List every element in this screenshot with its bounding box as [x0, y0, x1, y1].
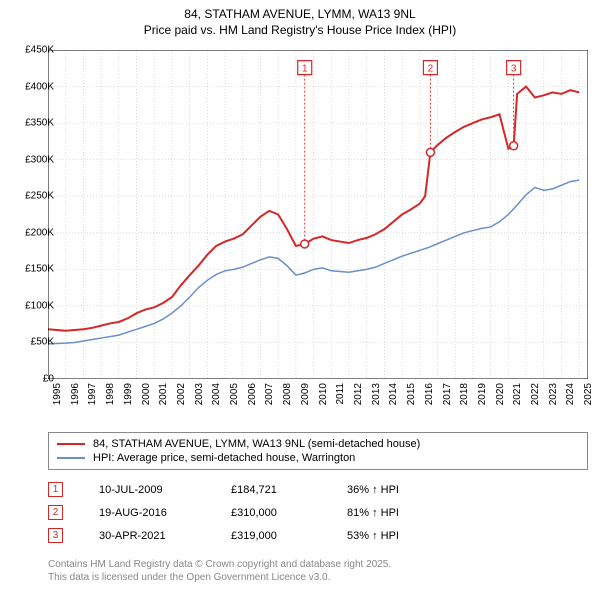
- marker-badge: 2: [48, 505, 63, 520]
- x-tick-label: 2012: [353, 383, 364, 423]
- price-chart: 1 2 3: [48, 50, 588, 379]
- x-tick-label: 1996: [70, 383, 81, 423]
- marker-pct: 53% ↑ HPI: [347, 530, 437, 542]
- legend-swatch: [57, 457, 85, 459]
- x-tick-label: 1997: [87, 383, 98, 423]
- x-tick-label: 2011: [335, 383, 346, 423]
- x-tick-label: 2024: [565, 383, 576, 423]
- x-tick-label: 2016: [424, 383, 435, 423]
- marker-row: 1 10-JUL-2009 £184,721 36% ↑ HPI: [48, 478, 437, 501]
- chart-title: 84, STATHAM AVENUE, LYMM, WA13 9NL Price…: [0, 0, 600, 38]
- y-tick-label: £350K: [14, 118, 54, 129]
- svg-text:1: 1: [302, 64, 308, 75]
- y-tick-label: £0: [14, 374, 54, 385]
- legend-label: HPI: Average price, semi-detached house,…: [93, 452, 355, 464]
- marker-pct: 81% ↑ HPI: [347, 507, 437, 519]
- x-tick-label: 1995: [52, 383, 63, 423]
- x-tick-label: 2002: [176, 383, 187, 423]
- attribution: Contains HM Land Registry data © Crown c…: [48, 558, 391, 584]
- title-line-1: 84, STATHAM AVENUE, LYMM, WA13 9NL: [0, 6, 600, 22]
- x-tick-label: 2009: [300, 383, 311, 423]
- y-tick-label: £200K: [14, 227, 54, 238]
- x-tick-label: 2014: [388, 383, 399, 423]
- marker-price: £319,000: [231, 530, 311, 542]
- x-tick-label: 2023: [548, 383, 559, 423]
- x-tick-label: 2006: [247, 383, 258, 423]
- legend-label: 84, STATHAM AVENUE, LYMM, WA13 9NL (semi…: [93, 438, 420, 450]
- marker-price: £184,721: [231, 484, 311, 496]
- x-tick-label: 2025: [583, 383, 594, 423]
- x-tick-label: 1999: [123, 383, 134, 423]
- x-tick-label: 2003: [194, 383, 205, 423]
- x-tick-label: 2008: [282, 383, 293, 423]
- attribution-line-2: This data is licensed under the Open Gov…: [48, 571, 391, 584]
- x-tick-label: 2007: [264, 383, 275, 423]
- legend: 84, STATHAM AVENUE, LYMM, WA13 9NL (semi…: [48, 432, 588, 470]
- x-tick-label: 2022: [530, 383, 541, 423]
- legend-item: 84, STATHAM AVENUE, LYMM, WA13 9NL (semi…: [57, 437, 579, 451]
- legend-swatch: [57, 443, 85, 445]
- x-tick-label: 1998: [105, 383, 116, 423]
- x-tick-label: 2015: [406, 383, 417, 423]
- x-tick-label: 2005: [229, 383, 240, 423]
- y-tick-label: £300K: [14, 154, 54, 165]
- x-tick-label: 2020: [495, 383, 506, 423]
- attribution-line-1: Contains HM Land Registry data © Crown c…: [48, 558, 391, 571]
- x-tick-label: 2000: [141, 383, 152, 423]
- marker-date: 19-AUG-2016: [99, 507, 195, 519]
- x-tick-label: 2017: [442, 383, 453, 423]
- x-tick-label: 2019: [477, 383, 488, 423]
- y-tick-label: £450K: [14, 45, 54, 56]
- marker-price: £310,000: [231, 507, 311, 519]
- marker-row: 2 19-AUG-2016 £310,000 81% ↑ HPI: [48, 501, 437, 524]
- y-tick-label: £250K: [14, 191, 54, 202]
- marker-row: 3 30-APR-2021 £319,000 53% ↑ HPI: [48, 524, 437, 547]
- x-tick-label: 2010: [318, 383, 329, 423]
- x-tick-label: 2004: [211, 383, 222, 423]
- legend-item: HPI: Average price, semi-detached house,…: [57, 451, 579, 465]
- marker-badge: 1: [48, 482, 63, 497]
- svg-text:2: 2: [428, 64, 434, 75]
- marker-badge: 3: [48, 528, 63, 543]
- svg-text:3: 3: [511, 64, 517, 75]
- marker-date: 10-JUL-2009: [99, 484, 195, 496]
- y-tick-label: £50K: [14, 337, 54, 348]
- x-tick-label: 2013: [371, 383, 382, 423]
- y-tick-label: £150K: [14, 264, 54, 275]
- x-tick-label: 2018: [459, 383, 470, 423]
- y-tick-label: £100K: [14, 300, 54, 311]
- y-tick-label: £400K: [14, 81, 54, 92]
- x-tick-label: 2001: [158, 383, 169, 423]
- title-line-2: Price paid vs. HM Land Registry's House …: [0, 22, 600, 38]
- marker-table: 1 10-JUL-2009 £184,721 36% ↑ HPI 2 19-AUG-201…: [48, 478, 437, 547]
- x-tick-label: 2021: [512, 383, 523, 423]
- marker-pct: 36% ↑ HPI: [347, 484, 437, 496]
- marker-date: 30-APR-2021: [99, 530, 195, 542]
